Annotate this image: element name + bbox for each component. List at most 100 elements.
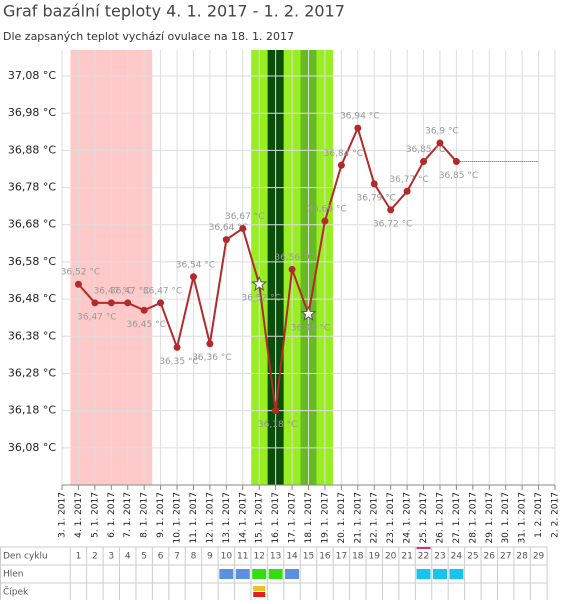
- cycle-day: 9: [207, 552, 213, 562]
- cycle-day: 11: [237, 552, 248, 562]
- cycle-day: 10: [221, 552, 233, 562]
- point: [321, 217, 329, 225]
- point: [337, 161, 345, 169]
- mucus-mark: [416, 569, 431, 579]
- mucus-mark: [219, 569, 234, 579]
- cycle-day: 29: [533, 552, 545, 562]
- cervix-mark: [253, 586, 266, 591]
- mucus-mark: [252, 569, 267, 579]
- cycle-day: 13: [270, 552, 281, 562]
- x-tick-label: 10. 1. 2017: [173, 492, 183, 544]
- cycle-day: 19: [369, 552, 381, 562]
- value-label: 36,69 °C: [307, 205, 346, 215]
- cycle-day: 15: [303, 552, 314, 562]
- point: [403, 187, 411, 195]
- x-tick-label: 18. 1. 2017: [304, 492, 314, 544]
- point: [157, 299, 165, 307]
- mucus-mark: [285, 569, 300, 579]
- y-tick-label: 36,68 °C: [8, 218, 56, 231]
- x-tick-label: 4. 1. 2017: [74, 492, 84, 538]
- cycle-day: 12: [253, 552, 264, 562]
- value-label: 36,45 °C: [126, 320, 165, 330]
- x-tick-label: 9. 1. 2017: [156, 492, 166, 538]
- chart-subtitle: Dle zapsaných teplot vychází ovulace na …: [3, 30, 294, 43]
- value-label: 36,84 °C: [324, 149, 363, 159]
- point: [436, 139, 444, 147]
- x-tick-label: 20. 1. 2017: [337, 492, 347, 544]
- y-tick-label: 36,18 °C: [8, 404, 56, 417]
- value-label: 36,64 °C: [209, 223, 248, 233]
- y-tick-label: 36,88 °C: [8, 143, 56, 156]
- x-tick-label: 6. 1. 2017: [107, 492, 117, 538]
- y-tick-label: 36,78 °C: [8, 181, 56, 194]
- x-tick-label: 24. 1. 2017: [403, 492, 413, 544]
- cycle-day: 7: [174, 552, 180, 562]
- y-tick-label: 36,98 °C: [8, 106, 56, 119]
- point: [239, 224, 247, 232]
- y-tick-label: 36,28 °C: [8, 366, 56, 379]
- cycle-day: 2: [92, 552, 98, 562]
- x-tick-label: 22. 1. 2017: [370, 492, 380, 544]
- point: [124, 299, 132, 307]
- mucus-mark: [449, 569, 464, 579]
- value-label: 36,94 °C: [340, 112, 379, 122]
- cycle-day: 18: [352, 552, 364, 562]
- x-tick-label: 14. 1. 2017: [238, 492, 248, 544]
- mucus-mark: [432, 569, 447, 579]
- point: [354, 124, 362, 132]
- cycle-day: 27: [500, 552, 511, 562]
- value-label: 36,47 °C: [77, 312, 116, 322]
- point: [288, 265, 296, 273]
- point: [452, 158, 460, 166]
- y-tick-label: 36,48 °C: [8, 292, 56, 305]
- point: [140, 306, 148, 314]
- value-label: 36,56 °C: [274, 253, 313, 263]
- x-tick-label: 29. 1. 2017: [485, 492, 495, 544]
- mucus-mark: [235, 569, 250, 579]
- point: [222, 236, 230, 244]
- x-tick-label: 12. 1. 2017: [205, 492, 215, 544]
- point: [107, 299, 115, 307]
- x-tick-label: 3. 1. 2017: [58, 492, 68, 538]
- cycle-day: 26: [484, 552, 496, 562]
- y-tick-label: 36,38 °C: [8, 329, 56, 342]
- point: [420, 158, 428, 166]
- cycle-day: 4: [125, 552, 131, 562]
- value-label: 36,72 °C: [373, 219, 412, 229]
- chart-title: Graf bazální teploty 4. 1. 2017 - 1. 2. …: [3, 2, 345, 21]
- cycle-day: 3: [108, 552, 114, 562]
- value-label: 36,54 °C: [176, 260, 215, 270]
- x-tick-label: 21. 1. 2017: [353, 492, 363, 544]
- cycle-day: 1: [76, 552, 82, 562]
- point: [370, 180, 378, 188]
- cycle-day: 5: [141, 552, 147, 562]
- x-tick-label: 25. 1. 2017: [419, 492, 429, 544]
- mucus-mark: [268, 569, 283, 579]
- value-label: 36,52 °C: [241, 294, 280, 304]
- x-tick-label: 30. 1. 2017: [501, 492, 511, 544]
- point: [74, 280, 82, 288]
- point: [173, 343, 181, 351]
- value-label: 36,9 °C: [425, 126, 459, 136]
- value-label: 36,18 °C: [258, 420, 297, 430]
- value-label: 36,47 °C: [110, 286, 149, 296]
- row-label: Den cyklu: [3, 552, 48, 562]
- x-tick-label: 28. 1. 2017: [468, 492, 478, 544]
- y-tick-label: 36,58 °C: [8, 255, 56, 268]
- x-tick-label: 31. 1. 2017: [518, 492, 528, 544]
- cycle-day: 17: [336, 552, 347, 562]
- x-tick-label: 19. 1. 2017: [320, 492, 330, 544]
- value-label: 36,47 °C: [94, 286, 133, 296]
- x-tick-label: 5. 1. 2017: [90, 492, 100, 538]
- value-label: 36,44 °C: [291, 323, 330, 333]
- cycle-day: 25: [467, 552, 478, 562]
- x-tick-label: 13. 1. 2017: [222, 492, 232, 544]
- point: [206, 340, 214, 348]
- x-tick-label: 26. 1. 2017: [435, 492, 445, 544]
- cycle-day: 8: [191, 552, 197, 562]
- x-tick-label: 11. 1. 2017: [189, 492, 199, 544]
- cycle-day: 21: [401, 552, 412, 562]
- x-tick-label: 27. 1. 2017: [452, 492, 462, 544]
- cycle-day: 14: [286, 552, 298, 562]
